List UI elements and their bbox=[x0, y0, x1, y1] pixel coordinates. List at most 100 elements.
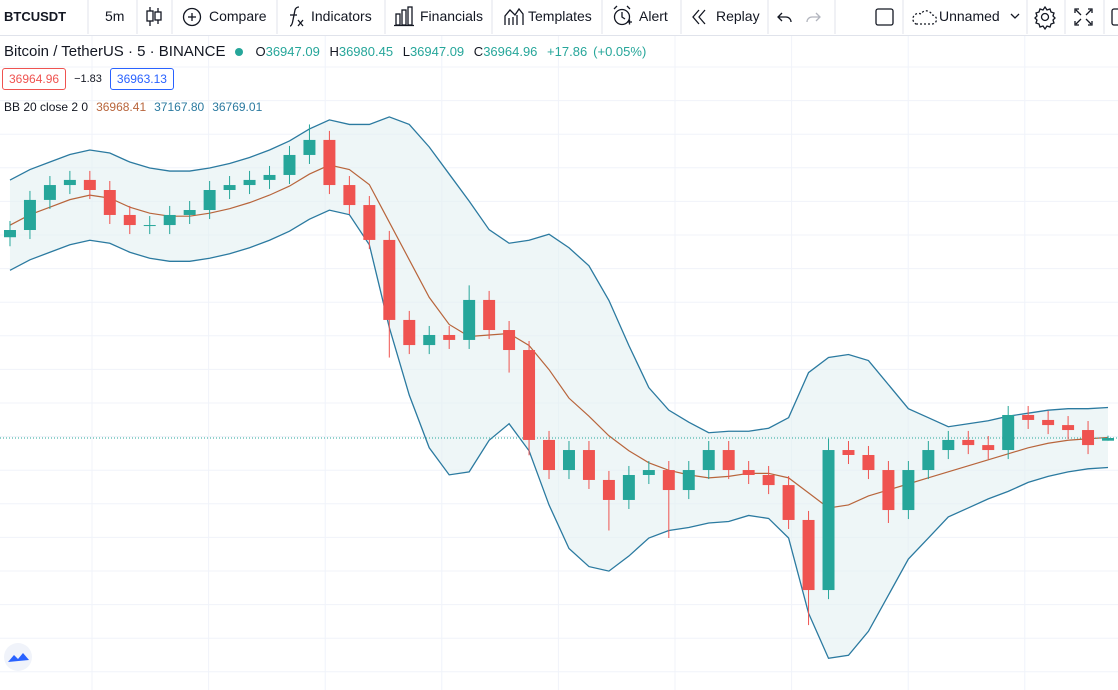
candle-body bbox=[1082, 430, 1095, 446]
candle-body bbox=[842, 450, 855, 455]
ohlc: O36947.09 H36980.45 L36947.09 C36964.96 … bbox=[255, 44, 652, 59]
candle-body bbox=[762, 474, 775, 486]
candle-body bbox=[503, 330, 516, 351]
templates-icon[interactable] bbox=[504, 7, 524, 25]
open-label: O bbox=[255, 44, 266, 59]
rect-select-icon[interactable] bbox=[875, 8, 894, 26]
buy-price[interactable]: 36963.13 bbox=[109, 68, 174, 90]
low-label: L bbox=[402, 44, 410, 59]
indicators-button[interactable]: Indicators bbox=[311, 8, 372, 24]
indicator-legend: BB 20 close 2 0 36968.41 37167.80 36769.… bbox=[4, 100, 262, 114]
candle-body bbox=[223, 185, 236, 191]
settings-icon[interactable] bbox=[1034, 5, 1056, 31]
market-status bbox=[235, 47, 244, 56]
bb-basis-line bbox=[9, 164, 1109, 509]
change-percent: (+0.05%) bbox=[593, 44, 647, 59]
spread: −1.83 bbox=[74, 73, 102, 85]
candle-body bbox=[83, 179, 96, 191]
candle-body bbox=[1002, 414, 1015, 451]
candle-body bbox=[303, 139, 316, 155]
indicators-icon[interactable] bbox=[289, 6, 304, 27]
trade-legend: 36964.96 −1.83 36963.13 bbox=[2, 68, 174, 90]
separators bbox=[87, 0, 1105, 34]
bb-lower-line bbox=[9, 209, 1109, 660]
candle-body bbox=[962, 439, 975, 446]
replay-icon[interactable] bbox=[692, 9, 706, 25]
candle-body bbox=[363, 205, 376, 240]
candle-body bbox=[622, 474, 635, 500]
candle-body bbox=[443, 334, 456, 340]
candle-body bbox=[123, 214, 136, 226]
candle-body bbox=[562, 450, 575, 471]
alert-icon[interactable] bbox=[613, 5, 632, 26]
cloud-icon[interactable] bbox=[912, 10, 938, 25]
candle-body bbox=[1062, 425, 1075, 431]
candle-body bbox=[263, 174, 276, 180]
plot bbox=[0, 116, 1118, 660]
candle-body bbox=[323, 139, 336, 186]
alert-button[interactable]: Alert bbox=[639, 8, 668, 24]
candle-body bbox=[3, 230, 16, 238]
candle-body bbox=[1102, 438, 1115, 441]
compare-icon[interactable] bbox=[182, 7, 202, 27]
candle-body bbox=[902, 470, 915, 511]
candle-body bbox=[283, 154, 296, 175]
candle-body bbox=[922, 450, 935, 471]
templates-button[interactable]: Templates bbox=[528, 8, 592, 24]
candle-body bbox=[662, 470, 675, 491]
candle-body bbox=[163, 214, 176, 226]
candle-body bbox=[1042, 419, 1055, 426]
interval[interactable]: 5m bbox=[105, 8, 125, 24]
panel-icon[interactable] bbox=[1111, 8, 1118, 26]
candle-body bbox=[143, 225, 156, 227]
close-value: 36964.96 bbox=[483, 44, 538, 59]
candle-body bbox=[602, 479, 615, 500]
candle-icon[interactable] bbox=[146, 7, 162, 26]
sell-price[interactable]: 36964.96 bbox=[2, 68, 67, 90]
candle-body bbox=[742, 470, 755, 475]
financials-button[interactable]: Financials bbox=[420, 8, 484, 24]
candle-body bbox=[982, 445, 995, 451]
replay-button[interactable]: Replay bbox=[716, 8, 760, 24]
change: +17.86 bbox=[547, 44, 588, 59]
indicator-name: BB 20 close 2 0 bbox=[4, 100, 89, 114]
symbol-description: Bitcoin / TetherUS · 5 · BINANCE bbox=[4, 43, 226, 60]
candle-body bbox=[1022, 414, 1035, 420]
financials-icon[interactable] bbox=[394, 6, 414, 27]
candle-body bbox=[483, 299, 496, 331]
symbol[interactable]: BTCUSDT bbox=[4, 9, 67, 24]
fullscreen-icon[interactable] bbox=[1074, 8, 1093, 26]
symbol-legend: Bitcoin / TetherUS · 5 · BINANCE O 36947.… bbox=[4, 43, 652, 60]
candle-body bbox=[862, 454, 875, 471]
band-fill bbox=[9, 116, 1109, 659]
candle-body bbox=[582, 450, 595, 480]
high-value: 36980.45 bbox=[338, 44, 394, 59]
layout-name[interactable]: Unnamed bbox=[939, 8, 1000, 24]
bb-lower: 36769.01 bbox=[212, 100, 263, 114]
candle-body bbox=[543, 439, 556, 471]
candle-body bbox=[822, 450, 835, 591]
candle-body bbox=[682, 470, 695, 491]
candle-body bbox=[203, 190, 216, 211]
layout-chevron[interactable] bbox=[1010, 13, 1020, 19]
low-value: 36947.09 bbox=[409, 44, 465, 59]
bb-basis: 36968.41 bbox=[96, 100, 147, 114]
tv-logo[interactable] bbox=[4, 643, 32, 671]
candle-body bbox=[243, 179, 256, 186]
candle-body bbox=[43, 185, 56, 200]
candle-body bbox=[343, 185, 356, 206]
candle-body bbox=[183, 210, 196, 215]
candle-body bbox=[642, 470, 655, 475]
candle-body bbox=[103, 190, 116, 215]
compare-button[interactable]: Compare bbox=[209, 8, 267, 24]
candle-body bbox=[423, 334, 436, 346]
candle-body bbox=[782, 485, 795, 520]
candle-body bbox=[523, 350, 536, 440]
undo-icon[interactable] bbox=[777, 12, 792, 23]
candle-body bbox=[23, 199, 36, 231]
redo-icon[interactable] bbox=[806, 12, 821, 23]
candle-body bbox=[722, 450, 735, 471]
bb-upper: 37167.80 bbox=[154, 100, 205, 114]
candle-body bbox=[63, 179, 76, 186]
